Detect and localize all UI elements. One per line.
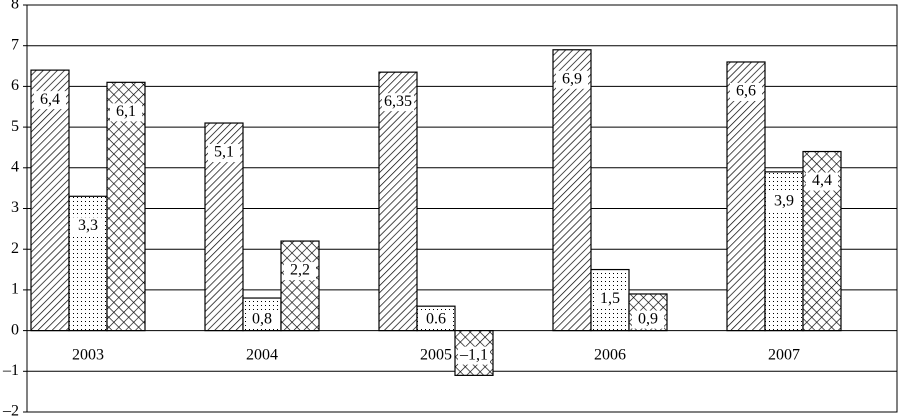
value-label: 2,2 (290, 262, 310, 279)
value-label-bg (110, 103, 142, 122)
y-tick-label: 8 (11, 0, 19, 13)
value-label-bg (34, 91, 66, 110)
bar (106, 81, 146, 332)
value-label-bg (556, 70, 588, 89)
value-label: 4,4 (812, 172, 832, 189)
y-tick-label: 1 (11, 281, 19, 298)
y-tick-label: –1 (2, 362, 19, 379)
bar (378, 71, 418, 332)
bar (280, 240, 320, 332)
y-tick-label: 2 (11, 240, 19, 257)
x-tick-label: 2005 (420, 346, 452, 363)
y-tick-label: 6 (11, 77, 19, 94)
value-label: 5,1 (214, 144, 234, 161)
x-tick-label: 2004 (246, 346, 278, 363)
value-label: 0.6 (426, 310, 446, 327)
bar (726, 61, 766, 332)
bar (552, 49, 592, 332)
x-tick-label: 2003 (72, 346, 104, 363)
value-label-bg (246, 310, 278, 329)
value-label-bg (806, 172, 838, 191)
value-label-bg (458, 346, 490, 365)
value-label-bg (594, 290, 626, 309)
value-label: 6,9 (562, 70, 582, 87)
y-tick-label: –2 (2, 403, 19, 420)
bar (30, 69, 70, 332)
value-label-bg (730, 82, 762, 101)
plot-frame (26, 4, 898, 413)
x-tick-label: 2006 (594, 346, 626, 363)
value-label: –1,1 (459, 346, 488, 363)
value-label-bg (768, 192, 800, 211)
value-label-bg (632, 310, 664, 329)
value-label: 0,9 (638, 310, 658, 327)
value-label: 3,9 (774, 193, 794, 210)
value-label-bg (284, 262, 316, 281)
y-tick-label: 4 (11, 158, 19, 175)
value-label-bg (382, 93, 414, 112)
y-tick-label: 5 (11, 118, 19, 135)
y-tick-label: 7 (11, 36, 19, 53)
value-label: 6,35 (384, 93, 412, 110)
value-label-bg (72, 217, 104, 236)
y-tick-label: 0 (11, 321, 19, 338)
x-tick-label: 2007 (768, 346, 800, 363)
value-label-bg (208, 144, 240, 163)
value-label: 6,1 (116, 103, 136, 120)
value-label: 6,6 (736, 83, 756, 100)
value-label: 3,3 (78, 217, 98, 234)
value-label: 0,8 (252, 310, 272, 327)
value-label: 1,5 (600, 290, 620, 307)
value-label: 6,4 (40, 91, 60, 108)
y-tick-label: 3 (11, 199, 19, 216)
value-label-bg (420, 310, 452, 329)
